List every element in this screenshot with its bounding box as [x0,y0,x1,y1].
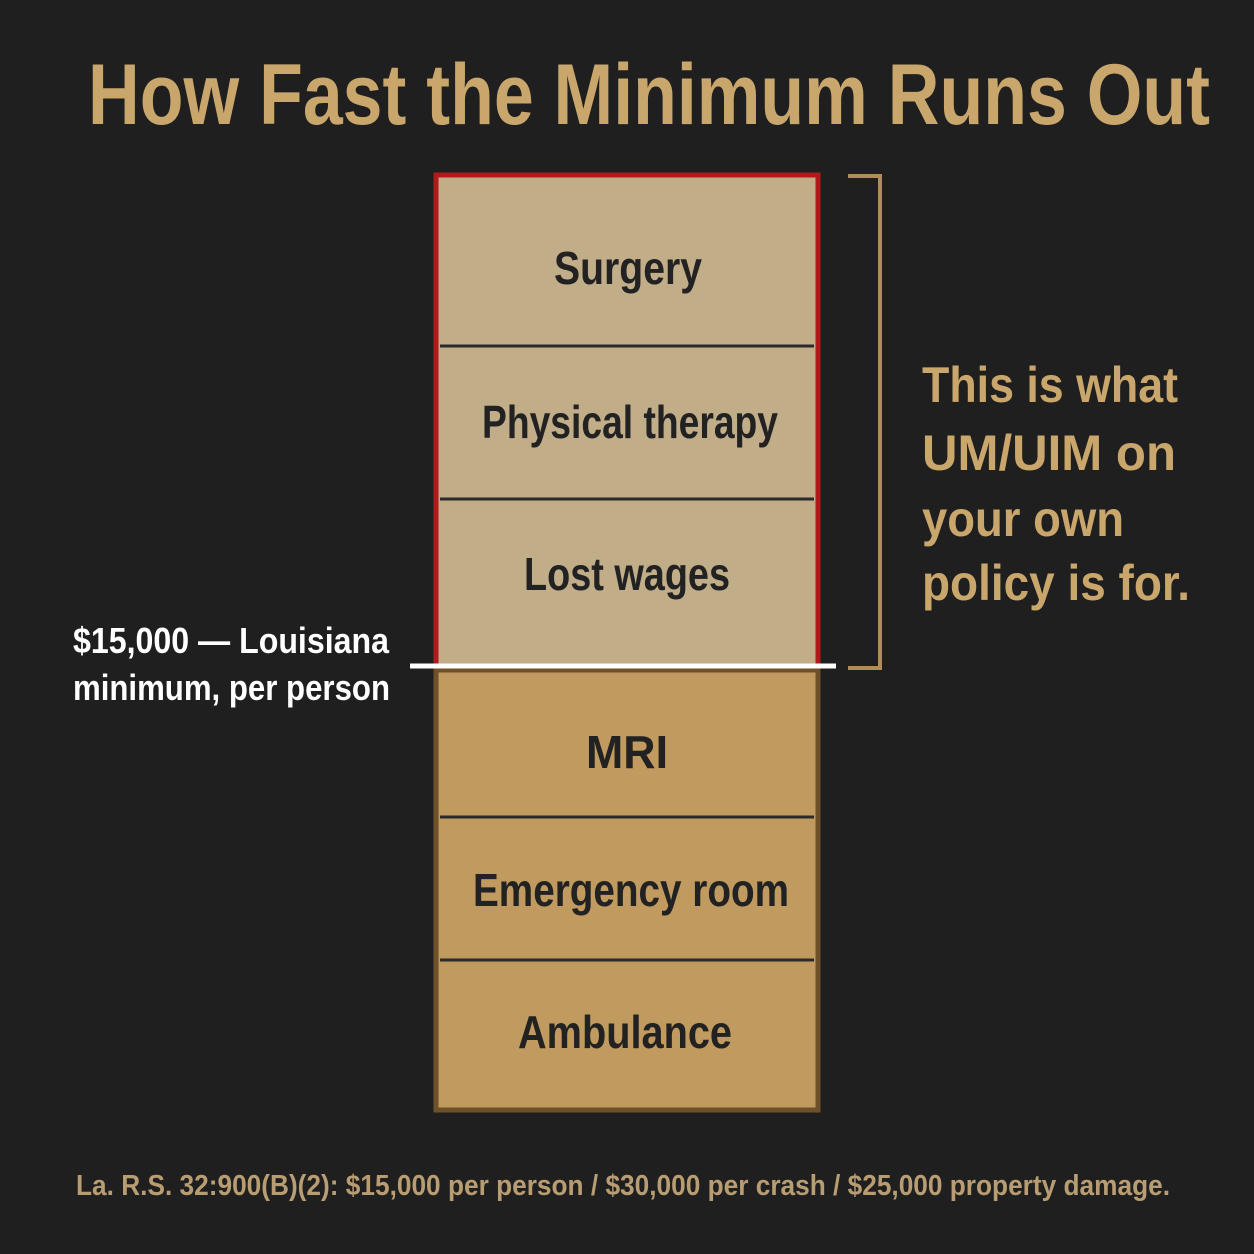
side-note: policy is for. [922,555,1190,611]
block-label: Ambulance [518,1006,732,1058]
side-note: your own [922,491,1124,547]
bracket [848,174,882,670]
side-note: UM/UIM on [922,425,1176,481]
block-label: Emergency room [473,864,789,916]
title: How Fast the Minimum Runs Out [88,47,1210,143]
side-note: This is what [922,357,1178,413]
threshold-label: minimum, per person [73,667,390,708]
block-label: Lost wages [524,548,730,600]
block-label: Surgery [554,242,702,294]
uncovered-stack [433,172,821,671]
footer: La. R.S. 32:900(B)(2): $15,000 per perso… [76,1170,1170,1202]
covered-stack [433,667,821,1113]
threshold-label: $15,000 — Louisiana [73,620,390,661]
block-label: MRI [586,726,668,778]
block-label: Physical therapy [482,396,778,448]
